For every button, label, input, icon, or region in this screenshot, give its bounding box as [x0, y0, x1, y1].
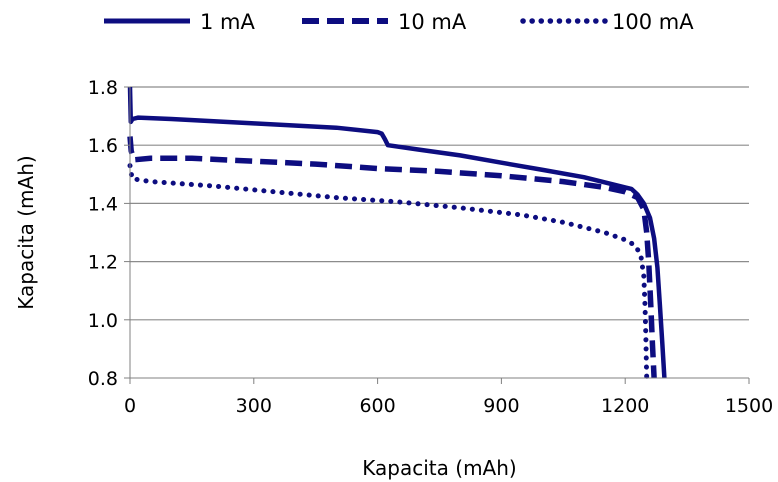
y-tick-label: 1.8	[88, 77, 118, 99]
legend-label-3: 100 mA	[612, 10, 694, 34]
x-tick-label: 0	[124, 395, 136, 417]
series-line-1	[127, 86, 667, 379]
tick-labels: 0 300 600 900 1200 1500 0.8 1.0 1.2 1.4 1.6 1.8	[88, 77, 773, 417]
series-line-2	[127, 136, 657, 379]
x-tick-label: 600	[359, 395, 395, 417]
legend: 1 mA 10 mA 100 mA	[104, 10, 694, 34]
axes	[129, 87, 749, 379]
y-tick-label: 1.0	[88, 310, 118, 332]
legend-label-1: 1 mA	[200, 10, 255, 34]
y-axis-title: Kapacita (mAh)	[14, 155, 38, 309]
x-axis-title: Kapacita (mAh)	[362, 456, 516, 480]
y-tick-label: 1.2	[88, 252, 118, 274]
x-tick-label: 1500	[725, 395, 773, 417]
x-tick-label: 1200	[601, 395, 649, 417]
y-tick-label: 1.6	[88, 135, 118, 157]
x-tick-label: 900	[483, 395, 519, 417]
y-tick-label: 0.8	[88, 368, 118, 390]
series-line-3	[127, 163, 650, 381]
series-lines	[127, 86, 667, 381]
y-tick-label: 1.4	[88, 193, 118, 215]
legend-label-2: 10 mA	[398, 10, 467, 34]
x-tick-label: 300	[236, 395, 272, 417]
